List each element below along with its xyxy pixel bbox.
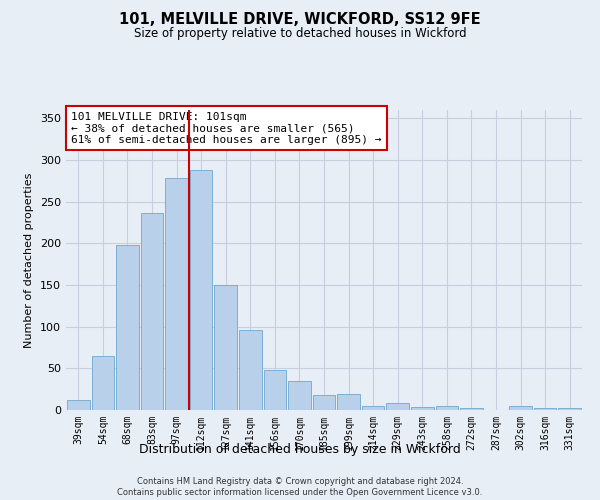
Bar <box>559 408 581 410</box>
Bar <box>386 404 409 410</box>
Bar <box>67 400 89 410</box>
Text: Distribution of detached houses by size in Wickford: Distribution of detached houses by size … <box>139 444 461 456</box>
Bar <box>263 370 286 410</box>
Bar <box>337 394 360 410</box>
Bar <box>140 212 163 410</box>
Bar <box>362 406 385 410</box>
Text: Size of property relative to detached houses in Wickford: Size of property relative to detached ho… <box>134 28 466 40</box>
Bar <box>436 406 458 410</box>
Bar <box>313 395 335 410</box>
Bar <box>92 356 114 410</box>
Text: 101 MELVILLE DRIVE: 101sqm
← 38% of detached houses are smaller (565)
61% of sem: 101 MELVILLE DRIVE: 101sqm ← 38% of deta… <box>71 112 382 144</box>
Bar <box>534 408 556 410</box>
Bar <box>288 381 311 410</box>
Text: 101, MELVILLE DRIVE, WICKFORD, SS12 9FE: 101, MELVILLE DRIVE, WICKFORD, SS12 9FE <box>119 12 481 28</box>
Text: Contains HM Land Registry data © Crown copyright and database right 2024.: Contains HM Land Registry data © Crown c… <box>137 476 463 486</box>
Bar <box>165 178 188 410</box>
Bar <box>460 408 483 410</box>
Y-axis label: Number of detached properties: Number of detached properties <box>25 172 34 348</box>
Text: Contains public sector information licensed under the Open Government Licence v3: Contains public sector information licen… <box>118 488 482 497</box>
Bar <box>411 406 434 410</box>
Bar <box>509 406 532 410</box>
Bar <box>116 245 139 410</box>
Bar <box>214 285 237 410</box>
Bar <box>190 170 212 410</box>
Bar <box>239 330 262 410</box>
